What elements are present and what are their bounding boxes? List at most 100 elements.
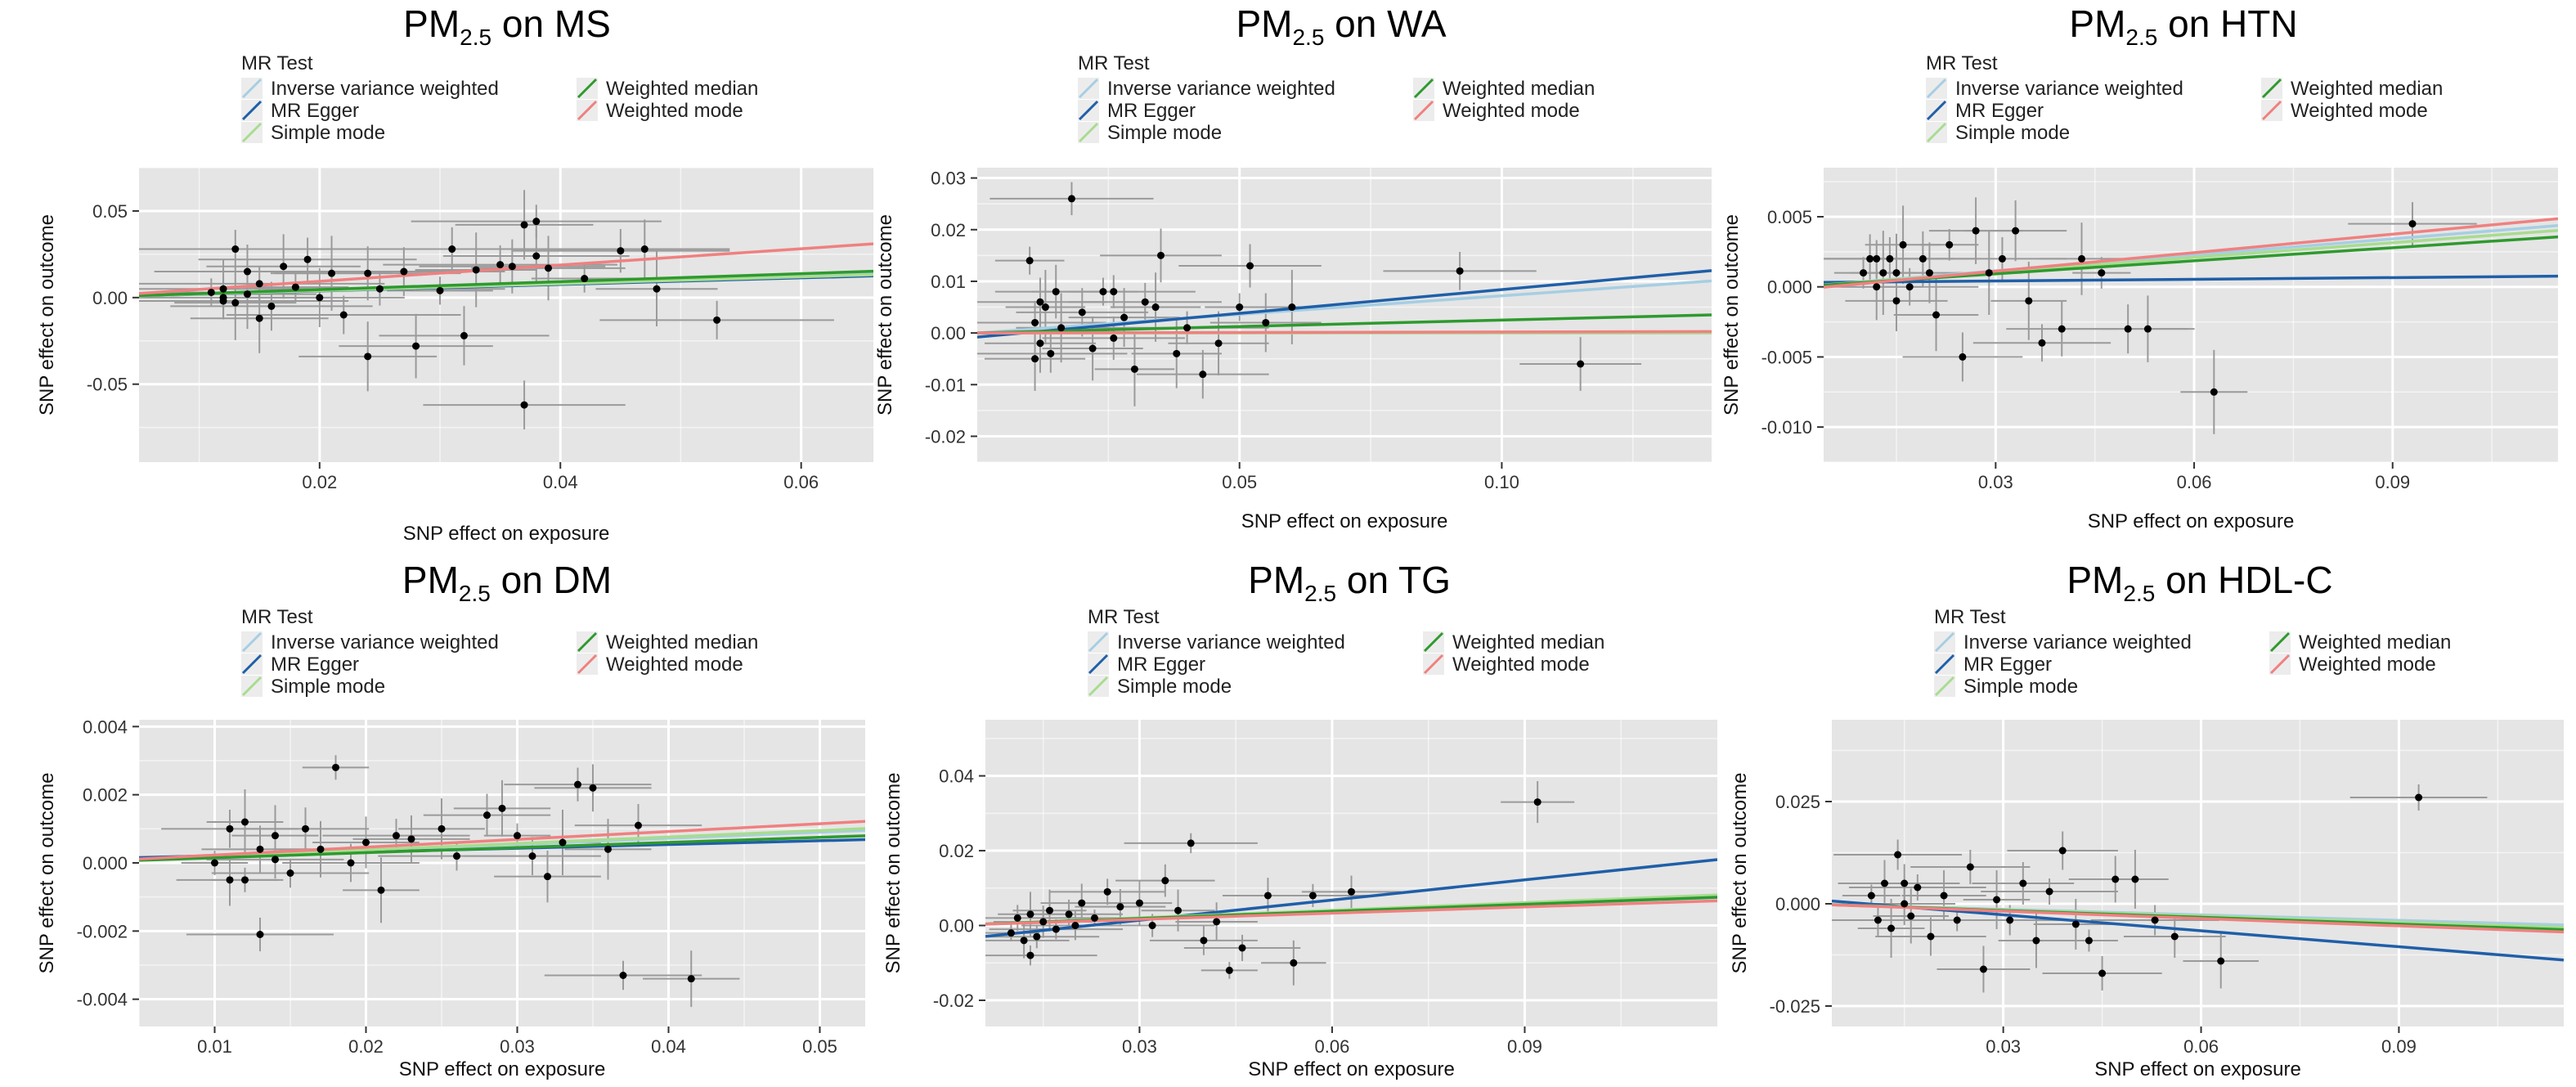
data-point [1972, 227, 1980, 235]
data-point [520, 221, 528, 229]
data-point [1033, 932, 1041, 941]
title-suffix: on WA [1324, 2, 1446, 45]
data-point [1052, 925, 1060, 933]
data-point [364, 269, 372, 277]
chart-title: PM2.5 on WA [1236, 2, 1446, 50]
x-tick-label: 0.05 [1222, 472, 1257, 492]
legend-title: MR Test [1926, 52, 1998, 74]
legend-entry-label: Weighted mode [606, 654, 743, 676]
data-point [1173, 349, 1181, 357]
data-point [1348, 887, 1355, 896]
data-point [1873, 254, 1881, 263]
data-point [687, 975, 695, 983]
data-point [219, 297, 227, 305]
data-point [2058, 325, 2066, 333]
legend-entry-label: Simple mode [271, 676, 385, 698]
chart-title: PM2.5 on MS [403, 2, 611, 50]
data-point [496, 261, 505, 269]
legend-entry-label: Inverse variance weighted [271, 78, 499, 100]
x-axis-label: SNP effect on exposure [2094, 1058, 2301, 1080]
y-tick-label: 0.025 [1775, 792, 1820, 812]
legend-entry-label: Inverse variance weighted [1955, 78, 2183, 100]
data-point [1887, 924, 1896, 932]
legend-key-line [241, 78, 263, 99]
data-point [2071, 920, 2080, 928]
y-tick-label: -0.002 [77, 921, 128, 941]
data-point [1110, 288, 1118, 296]
data-point [1892, 297, 1901, 305]
data-point [1966, 863, 1974, 871]
legend-entry-label: Weighted median [2291, 78, 2443, 100]
data-point [243, 267, 251, 276]
data-point [1985, 269, 1993, 277]
data-point [438, 824, 446, 833]
plot-panel [977, 168, 1712, 462]
data-point [1157, 251, 1165, 259]
data-point [412, 342, 420, 350]
title-suffix: on TG [1336, 559, 1451, 601]
data-point [2012, 227, 2020, 235]
x-tick-label: 0.06 [2183, 1036, 2219, 1057]
data-point [2098, 269, 2106, 277]
data-point [255, 280, 263, 288]
data-point [377, 886, 385, 894]
data-point [375, 285, 384, 293]
data-point [1866, 254, 1874, 263]
y-tick-label: 0.00 [92, 288, 128, 308]
legend-key-line [1088, 654, 1109, 675]
x-axis-label: SNP effect on exposure [399, 1058, 606, 1080]
data-point [302, 824, 309, 833]
legend-title: MR Test [1934, 606, 2006, 628]
y-tick-label: 0.000 [1767, 277, 1812, 298]
data-point [1213, 918, 1221, 926]
data-point [1953, 916, 1961, 924]
legend-key-line [241, 654, 263, 675]
legend-entry-label: Simple mode [271, 122, 385, 144]
x-tick-label: 0.09 [2375, 472, 2410, 492]
legend-title: MR Test [1088, 606, 1160, 628]
x-tick-label: 0.09 [1507, 1036, 1542, 1057]
x-tick-label: 0.02 [302, 472, 337, 492]
legend-entry-label: Weighted median [1443, 78, 1595, 100]
y-axis-label: SNP effect on outcome [1729, 773, 1751, 974]
legend-entry-label: MR Egger [1117, 654, 1205, 676]
data-point [1959, 353, 1967, 361]
legend-key-line [241, 676, 263, 697]
data-point [2210, 388, 2218, 396]
data-point [241, 818, 249, 826]
panel-2: PM2.5 on HTN MR Test Inverse variance weig… [1721, 2, 2558, 532]
y-tick-label: 0.01 [931, 272, 966, 292]
data-point [1246, 262, 1254, 270]
data-point [272, 856, 279, 864]
legend-key-line [1934, 654, 1955, 675]
data-point [617, 247, 625, 255]
data-point [1047, 349, 1055, 357]
data-point [211, 859, 218, 867]
data-point [1116, 903, 1124, 911]
data-point [347, 859, 355, 867]
plot-data [977, 182, 1712, 407]
legend-title: MR Test [241, 606, 313, 628]
data-point [362, 838, 370, 847]
x-tick-label: 0.05 [802, 1036, 837, 1057]
data-point [1026, 910, 1034, 919]
y-axis-label: SNP effect on outcome [874, 214, 896, 415]
mr-line [1832, 903, 2564, 934]
legend-key-line [241, 100, 263, 121]
data-point [207, 288, 215, 296]
data-point [1161, 877, 1169, 885]
legend-title: MR Test [241, 52, 313, 74]
data-point [1879, 269, 1887, 277]
legend-key-line [577, 654, 598, 675]
data-point [1135, 899, 1143, 907]
data-point [1945, 240, 1954, 249]
legend-key-line [1413, 100, 1434, 121]
data-point [1993, 896, 2001, 904]
x-tick-label: 0.09 [2381, 1036, 2417, 1057]
data-point [653, 285, 661, 293]
title-suffix: on HTN [2157, 2, 2297, 45]
data-point [1263, 892, 1272, 900]
y-tick-label: 0.02 [939, 841, 974, 861]
title-subscript: 2.5 [1304, 581, 1336, 606]
